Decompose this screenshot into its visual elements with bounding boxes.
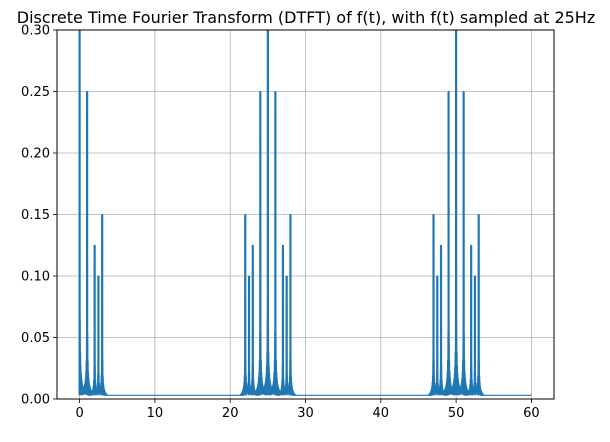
x-axis: 0 10 20 30 40 50 60 (75, 399, 540, 421)
x-tick-label: 30 (297, 406, 314, 421)
y-axis: 0.00 0.05 0.10 0.15 0.20 0.25 0.30 (21, 24, 57, 408)
x-tick-label: 10 (147, 406, 164, 421)
y-tick-label: 0.30 (21, 24, 50, 39)
y-tick-label: 0.20 (21, 147, 50, 162)
x-tick-label: 0 (75, 406, 83, 421)
series-layer (78, 29, 532, 396)
x-tick-label: 40 (373, 406, 390, 421)
x-tick-label: 60 (523, 406, 540, 421)
y-tick-label: 0.10 (21, 270, 50, 285)
chart-title: Discrete Time Fourier Transform (DTFT) o… (17, 8, 595, 27)
y-tick-label: 0.00 (21, 393, 50, 408)
y-tick-label: 0.05 (21, 331, 50, 346)
x-tick-label: 20 (222, 406, 239, 421)
x-tick-label: 50 (448, 406, 465, 421)
y-tick-label: 0.25 (21, 85, 50, 100)
y-tick-label: 0.15 (21, 208, 50, 223)
